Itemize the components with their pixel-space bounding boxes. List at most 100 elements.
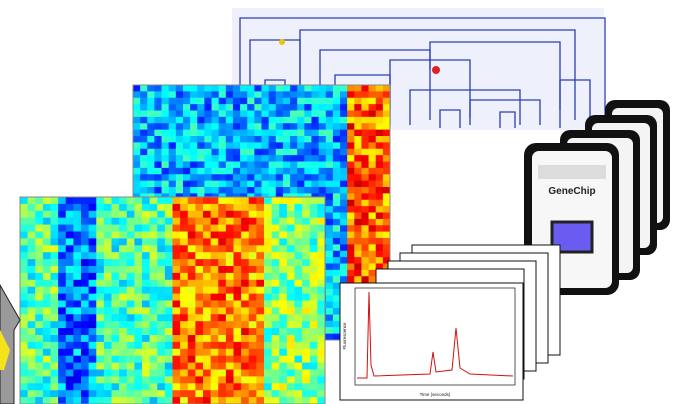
heatmap-cell xyxy=(42,259,51,267)
heatmap-cell xyxy=(302,210,311,219)
heatmap-cell xyxy=(203,293,212,301)
heatmap-cell xyxy=(218,341,227,350)
heatmap-cell xyxy=(302,376,311,384)
heatmap-cell xyxy=(309,252,318,260)
heatmap-cell xyxy=(175,91,184,99)
heatmap-cell xyxy=(210,362,219,370)
heatmap-cell xyxy=(256,397,265,404)
heatmap-cell xyxy=(142,224,151,232)
heatmap-cell xyxy=(271,362,280,370)
heatmap-cell xyxy=(149,390,158,398)
heatmap-cell xyxy=(218,376,227,384)
heatmap-cell xyxy=(88,307,97,315)
heatmap-cell xyxy=(318,180,327,188)
heatmap-cell xyxy=(164,390,173,398)
heatmap-cell xyxy=(256,348,265,357)
heatmap-cell xyxy=(340,104,348,111)
heatmap-cell xyxy=(248,390,257,398)
heatmap-cell xyxy=(309,307,318,315)
heatmap-cell xyxy=(271,348,280,357)
heatmap-cell xyxy=(375,231,384,239)
heatmap-cell xyxy=(168,148,177,156)
heatmap-cell xyxy=(42,355,51,363)
heatmap-cell xyxy=(290,123,298,131)
heatmap-cell xyxy=(302,362,311,370)
heatmap-cell xyxy=(232,129,241,137)
heatmap-cell xyxy=(133,148,141,156)
heatmap-cell xyxy=(58,293,67,301)
heatmap-cell xyxy=(103,259,112,267)
heatmap-cell xyxy=(50,217,59,225)
heatmap-cell xyxy=(375,263,384,271)
heatmap-cell xyxy=(42,397,51,404)
heatmap-cell xyxy=(157,210,166,219)
heatmap-cell xyxy=(279,314,288,322)
heatmap-cell xyxy=(225,314,234,322)
heatmap-cell xyxy=(210,217,219,225)
heatmap-cell xyxy=(247,174,255,182)
branch xyxy=(469,99,541,125)
heatmap-cell xyxy=(233,314,242,322)
heatmap-cell xyxy=(119,259,128,267)
heatmap-cell xyxy=(42,300,51,308)
heatmap-cell xyxy=(241,203,250,212)
heatmap-cell xyxy=(279,321,288,329)
heatmap-cell xyxy=(81,335,90,343)
heatmap-cell xyxy=(203,203,212,212)
heatmap-cell xyxy=(233,362,242,370)
heatmap-cell xyxy=(96,314,105,322)
heatmap-cell xyxy=(172,272,181,281)
heatmap-cell xyxy=(311,123,320,131)
heatmap-cell xyxy=(309,231,318,239)
heatmap-cell xyxy=(103,286,112,294)
heatmap-cell xyxy=(271,383,280,391)
heatmap-cell xyxy=(180,231,189,239)
heatmap-cell xyxy=(361,250,369,258)
heatmap-cell xyxy=(264,197,273,205)
heatmap-cell xyxy=(81,279,90,288)
heatmap-cell xyxy=(248,321,257,329)
heatmap-cell xyxy=(164,203,173,212)
heatmap-cell xyxy=(187,197,196,205)
heatmap-cell xyxy=(119,369,128,377)
heatmap-cell xyxy=(361,225,369,233)
branch xyxy=(499,111,516,128)
heatmap-cell xyxy=(261,187,270,194)
heatmap-cell xyxy=(225,348,234,357)
heatmap-cell xyxy=(268,161,277,169)
heatmap-cell xyxy=(96,397,105,404)
y-axis-label: Fluorescence xyxy=(342,322,347,350)
heatmap-cell xyxy=(180,355,189,363)
heatmap-cell xyxy=(157,197,166,205)
heatmap-cell xyxy=(279,355,288,363)
heatmap-cell xyxy=(264,245,273,253)
heatmap-cell xyxy=(264,328,273,336)
heatmap-cell xyxy=(133,187,141,194)
heatmap-cell xyxy=(42,197,51,205)
heatmap-cell xyxy=(354,180,362,188)
heatmap-cell xyxy=(302,259,311,267)
heatmap-cell xyxy=(232,142,241,150)
heatmap-cell xyxy=(154,123,162,131)
heatmap-cell xyxy=(311,142,320,150)
heatmap-cell xyxy=(233,341,242,350)
heatmap-cell xyxy=(254,161,262,169)
heatmap-cell xyxy=(309,383,318,391)
heatmap-cell xyxy=(210,203,219,212)
heatmap-cell xyxy=(195,390,204,398)
heatmap-cell xyxy=(126,231,135,239)
heatmap-cell xyxy=(172,266,181,274)
heatmap-cell xyxy=(382,238,391,245)
heatmap-cell xyxy=(65,300,74,308)
heatmap-cell xyxy=(279,259,288,267)
heatmap-cell xyxy=(294,197,303,205)
heatmap-cell xyxy=(318,187,327,194)
heatmap-cell xyxy=(309,197,318,205)
heatmap-cell xyxy=(332,308,341,315)
heatmap-cell xyxy=(210,286,219,294)
heatmap-cell xyxy=(65,341,74,350)
heatmap-cell xyxy=(111,266,120,274)
heatmap-border xyxy=(19,196,326,404)
heatmap-cell xyxy=(42,362,51,370)
heatmap-cell xyxy=(27,293,36,301)
